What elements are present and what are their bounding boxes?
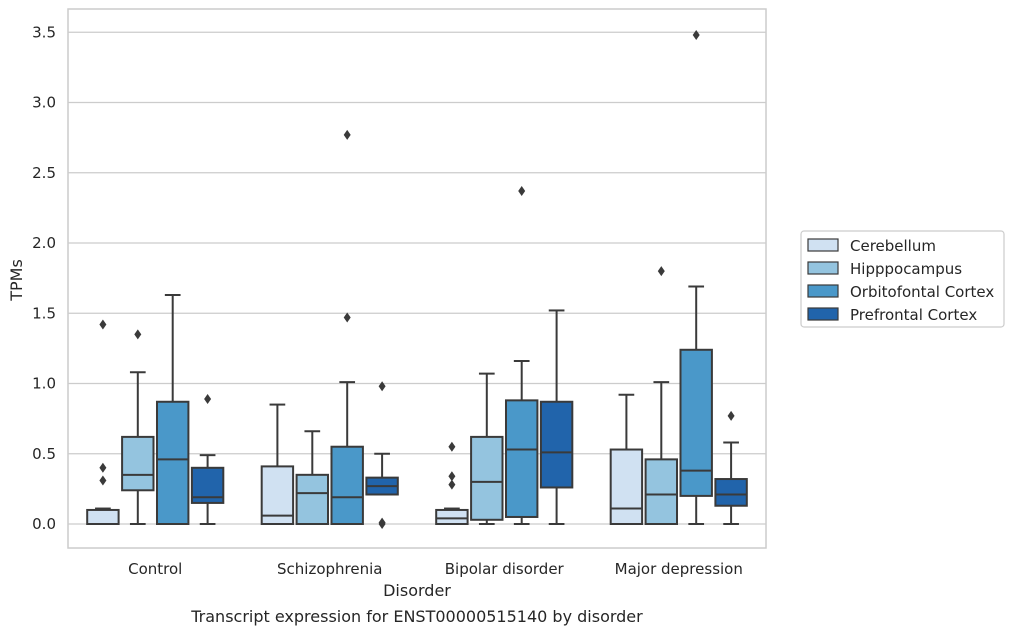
box-hipppocampus-3: [644, 266, 679, 525]
x-tick-label: Schizophrenia: [277, 560, 382, 578]
y-tick-label: 1.0: [32, 375, 56, 393]
x-tick-label: Major depression: [615, 560, 743, 578]
box-body: [504, 399, 539, 518]
box-hipppocampus-0: [121, 329, 155, 525]
box-orbitofontal-cortex-2: [504, 186, 539, 525]
outlier-point: [657, 266, 665, 277]
box-body: [260, 465, 295, 525]
outlier-point: [343, 129, 351, 140]
box-orbitofontal-cortex-1: [330, 129, 364, 526]
box-body: [330, 445, 364, 526]
box-body: [295, 473, 330, 526]
y-tick-label: 0.0: [32, 515, 56, 533]
chart-caption: Transcript expression for ENST0000051514…: [190, 607, 643, 626]
outlier-point: [692, 30, 700, 41]
legend-frame: [800, 230, 1005, 328]
y-tick-label: 3.5: [32, 23, 56, 41]
box-body: [714, 478, 748, 507]
legend: Cerebellum Hipppocampus Orbitofontal Corte…: [800, 230, 1005, 328]
box-body: [539, 400, 574, 489]
legend-label: Cerebellum: [850, 237, 936, 255]
x-tick-label: Control: [128, 560, 182, 578]
box-body: [470, 435, 504, 521]
box-body: [435, 508, 469, 526]
legend-label: Hipppocampus: [850, 260, 962, 278]
legend-swatch: [807, 307, 839, 321]
legend-label: Prefrontal Cortex: [850, 306, 977, 324]
box-orbitofontal-cortex-3: [679, 30, 713, 525]
box-prefrontal-cortex-3: [714, 410, 748, 525]
outlier-point: [448, 471, 456, 482]
plot-frame: [67, 8, 767, 549]
box-hipppocampus-2: [470, 372, 504, 525]
y-tick-label: 2.5: [32, 164, 56, 182]
outlier-point: [99, 475, 107, 486]
outlier-point: [343, 312, 351, 323]
outlier-point: [204, 393, 212, 404]
box-cerebellum-0: [86, 319, 120, 526]
x-tick-label: Bipolar disorder: [445, 560, 565, 578]
outlier-point: [99, 462, 107, 473]
box-plot-marks: [86, 30, 748, 529]
outlier-point: [448, 479, 456, 490]
outlier-point: [99, 319, 107, 330]
y-tick-label: 0.5: [32, 445, 56, 463]
legend-swatch: [807, 238, 839, 252]
x-axis-label: Disorder: [383, 581, 451, 600]
outlier-point: [134, 329, 142, 340]
box-body: [155, 400, 190, 526]
box-prefrontal-cortex-1: [365, 381, 399, 529]
box-body: [644, 458, 679, 525]
y-tick-label: 2.0: [32, 234, 56, 252]
box-body: [86, 508, 120, 526]
legend-label: Orbitofontal Cortex: [850, 283, 994, 301]
outlier-point: [448, 441, 456, 452]
box-body: [121, 435, 155, 492]
outlier-point: [518, 186, 526, 197]
outlier-point: [378, 381, 386, 392]
y-tick-label: 3.0: [32, 94, 56, 112]
box-prefrontal-cortex-0: [190, 393, 225, 525]
outlier-point: [378, 517, 386, 528]
legend-swatch: [807, 261, 839, 275]
box-body: [679, 348, 713, 497]
y-axis-ticks: 0.0 0.5 1.0 1.5 2.0 2.5 3.0 3.5: [32, 23, 56, 533]
box-prefrontal-cortex-2: [539, 309, 574, 525]
box-hipppocampus-1: [295, 430, 330, 526]
legend-swatch: [807, 284, 839, 298]
outlier-point: [727, 410, 735, 421]
y-axis-label: TPMs: [7, 259, 26, 302]
box-body: [609, 448, 644, 525]
x-axis-ticks: Control Schizophrenia Bipolar disorder Majo…: [128, 560, 743, 578]
box-cerebellum-2: [435, 441, 469, 526]
box-orbitofontal-cortex-0: [155, 293, 190, 526]
box-cerebellum-1: [260, 403, 295, 525]
box-cerebellum-3: [609, 393, 644, 525]
y-tick-label: 1.5: [32, 304, 56, 322]
